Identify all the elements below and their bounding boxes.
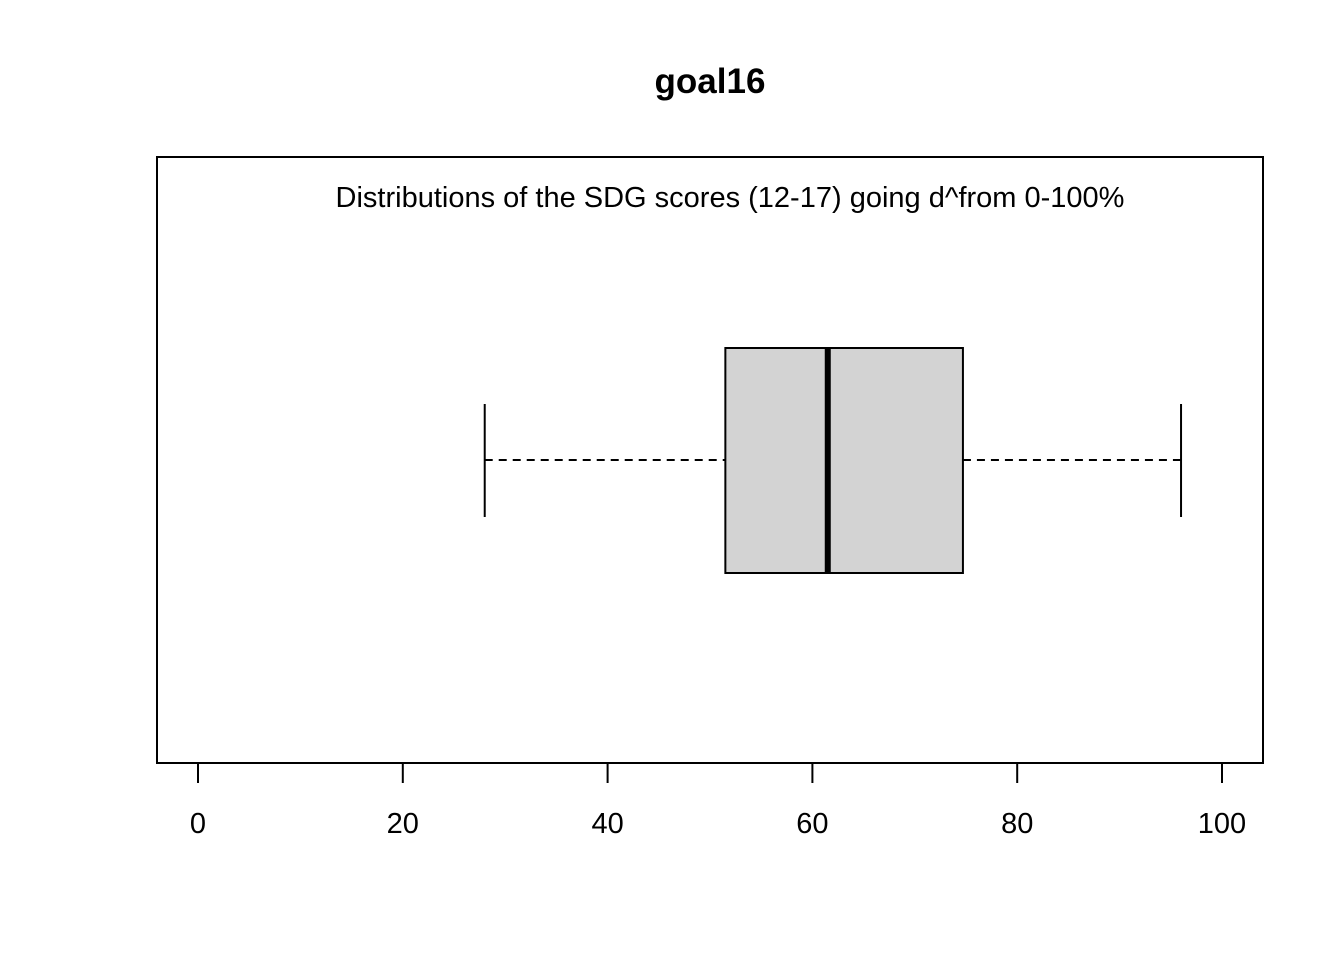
x-tick-label: 40 [591, 808, 623, 840]
boxplot-group [483, 347, 1183, 574]
iqr-box [724, 347, 964, 574]
x-tick-label: 60 [796, 808, 828, 840]
x-tick-label: 80 [1001, 808, 1033, 840]
x-tick-label: 20 [387, 808, 419, 840]
x-tick-label: 100 [1198, 808, 1246, 840]
chart-annotation: Distributions of the SDG scores (12-17) … [336, 182, 1125, 214]
x-tick-label: 0 [190, 808, 206, 840]
x-axis: 0 20 40 60 80 100 [190, 762, 1246, 840]
chart-title: goal16 [655, 62, 766, 101]
